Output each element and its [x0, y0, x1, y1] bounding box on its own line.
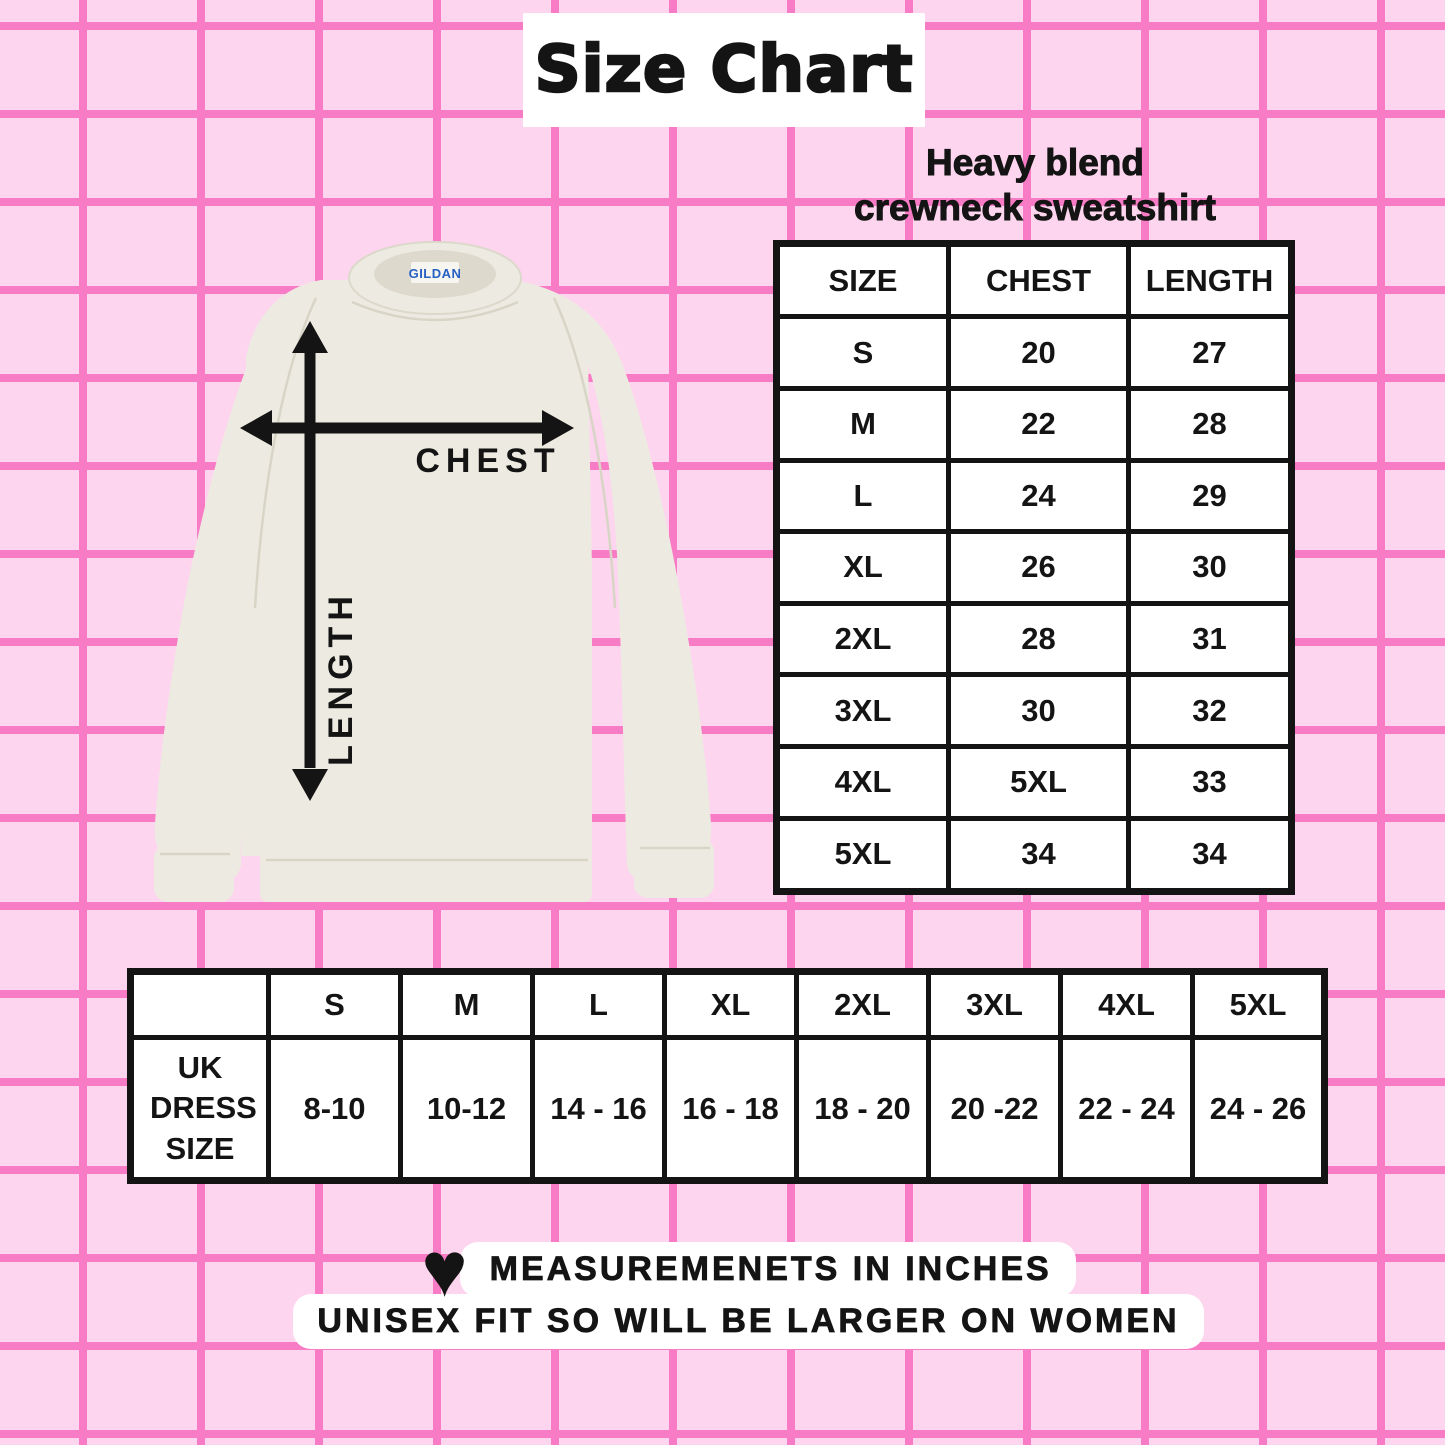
size-cell: 5XL [774, 815, 951, 895]
chest-cell: 28 [946, 600, 1131, 678]
column-header: 4XL [1058, 969, 1195, 1040]
column-header: M [398, 969, 535, 1040]
table-row: L 24 29 [774, 457, 1294, 535]
uk-dress-size-table: S M L XL 2XL 3XL 4XL 5XL UK DRESS SIZE 8… [127, 968, 1328, 1184]
length-cell: 34 [1126, 815, 1294, 895]
heart-icon: ♥ [421, 1225, 468, 1313]
size-cell: 4XL [774, 744, 951, 821]
column-header-length: LENGTH [1126, 240, 1294, 320]
page-title: Size Chart [533, 32, 914, 109]
row-header-uk-dress-size: UK DRESS SIZE [128, 1035, 271, 1183]
chest-cell: 34 [946, 815, 1131, 895]
size-cell: S [774, 314, 951, 391]
column-header-size: SIZE [774, 240, 951, 320]
table-row: UK DRESS SIZE 8-10 10-12 14 - 16 16 - 18… [128, 1035, 1327, 1183]
table-row: XL 26 30 [774, 529, 1294, 606]
chest-cell: 20 [946, 314, 1131, 391]
length-cell: 30 [1126, 529, 1294, 606]
length-cell: 32 [1126, 672, 1294, 749]
uk-size-cell: 20 -22 [926, 1035, 1063, 1183]
length-cell: 33 [1126, 744, 1294, 821]
footer-line-2: UNISEX FIT SO WILL BE LARGER ON WOMEN [293, 1294, 1204, 1350]
brand-label: GILDAN [409, 266, 462, 281]
table-row: 3XL 30 32 [774, 672, 1294, 749]
column-header-chest: CHEST [946, 240, 1131, 320]
unisex-fit-note: UNISEX FIT SO WILL BE LARGER ON WOMEN [293, 1294, 1204, 1350]
length-cell: 29 [1126, 457, 1294, 535]
column-header: S [266, 969, 403, 1040]
length-cell: 27 [1126, 314, 1294, 391]
subtitle-line: Heavy blend [926, 141, 1145, 183]
uk-size-cell: 10-12 [398, 1035, 535, 1183]
table-row: 2XL 28 31 [774, 600, 1294, 678]
column-header: 2XL [794, 969, 931, 1040]
table-row: 5XL 34 34 [774, 815, 1294, 895]
uk-size-cell: 24 - 26 [1190, 1035, 1327, 1183]
chest-cell: 30 [946, 672, 1131, 749]
left-armhole-seam [253, 297, 318, 609]
collar-seam [351, 300, 519, 322]
left-cuff [154, 844, 234, 902]
column-header: 3XL [926, 969, 1063, 1040]
column-header-blank [128, 969, 271, 1040]
subtitle-line: crewneck sweatshirt [854, 187, 1217, 229]
uk-size-cell: 16 - 18 [662, 1035, 799, 1183]
right-sleeve [525, 282, 712, 878]
right-armhole-seam [552, 297, 617, 609]
length-cell: 31 [1126, 600, 1294, 678]
table-row: M 22 28 [774, 385, 1294, 463]
product-subtitle: Heavy blend crewneck sweatshirt [795, 140, 1275, 230]
size-cell: 3XL [774, 672, 951, 749]
table-header-row: SIZE CHEST LENGTH [774, 240, 1294, 320]
table-row: S 20 27 [774, 314, 1294, 391]
column-header: XL [662, 969, 799, 1040]
uk-size-cell: 8-10 [266, 1035, 403, 1183]
footer-notes: ♥ MEASUREMENETS IN INCHES UNISEX FIT SO … [26, 1225, 1445, 1350]
right-cuff [634, 838, 714, 898]
uk-size-cell: 22 - 24 [1058, 1035, 1195, 1183]
size-chart-table: SIZE CHEST LENGTH S 20 27 M 22 28 L 24 2… [773, 240, 1295, 895]
length-arrow-label: LENGTH [322, 590, 360, 766]
size-cell: 2XL [774, 600, 951, 678]
chest-arrow-label: CHEST [415, 442, 560, 480]
uk-size-cell: 14 - 16 [530, 1035, 667, 1183]
length-arrow [292, 321, 328, 801]
uk-size-cell: 18 - 20 [794, 1035, 931, 1183]
column-header: 5XL [1190, 969, 1327, 1040]
chest-cell: 22 [946, 385, 1131, 463]
chest-arrow [240, 410, 574, 446]
sweatshirt-illustration: GILDAN CHEST LENGTH [154, 241, 714, 902]
left-sleeve [154, 282, 345, 878]
length-cell: 28 [1126, 385, 1294, 463]
column-header: L [530, 969, 667, 1040]
table-header-row: S M L XL 2XL 3XL 4XL 5XL [128, 969, 1327, 1040]
page-title-box: Size Chart [523, 13, 925, 127]
table-row: 4XL 5XL 33 [774, 744, 1294, 821]
neck-label [411, 262, 459, 283]
waistband [260, 852, 592, 902]
footer-line-1: ♥ MEASUREMENETS IN INCHES [421, 1225, 1076, 1313]
chest-cell: 5XL [946, 744, 1131, 821]
chest-cell: 24 [946, 457, 1131, 535]
size-cell: XL [774, 529, 951, 606]
size-cell: L [774, 457, 951, 535]
chest-cell: 26 [946, 529, 1131, 606]
measurements-note: MEASUREMENETS IN INCHES [459, 1241, 1076, 1297]
size-cell: M [774, 385, 951, 463]
